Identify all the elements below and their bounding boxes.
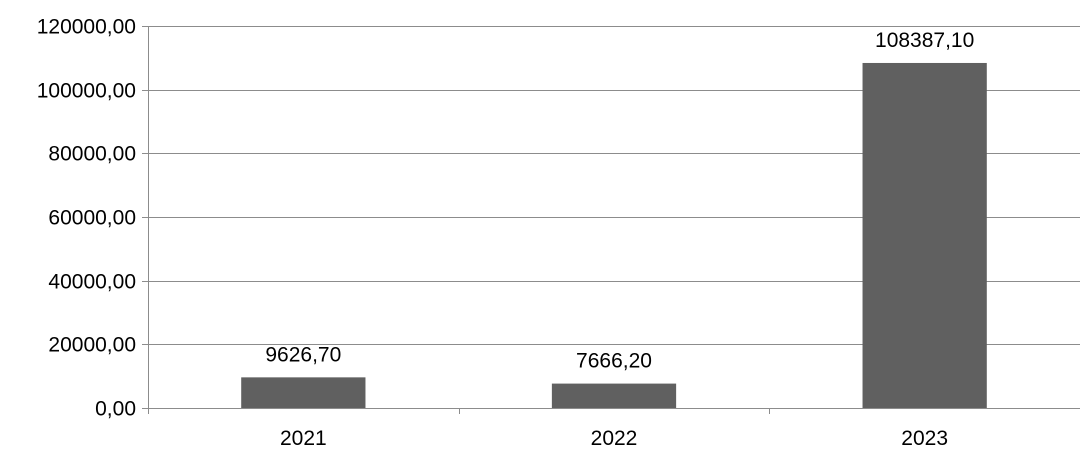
axes xyxy=(142,26,1080,414)
bar-2022 xyxy=(551,383,677,408)
data-label-2021: 9626,70 xyxy=(265,343,341,366)
data-label-2022: 7666,20 xyxy=(576,350,652,373)
y-tick-label: 100000,00 xyxy=(37,80,136,103)
x-tick-label: 2021 xyxy=(280,427,327,450)
y-tick-label: 60000,00 xyxy=(48,207,136,230)
y-tick-label: 0,00 xyxy=(95,398,136,421)
y-tick-label: 40000,00 xyxy=(48,271,136,294)
bars xyxy=(241,62,987,408)
x-tick-label: 2023 xyxy=(901,427,948,450)
x-tick-label: 2022 xyxy=(591,427,638,450)
y-tick-label: 20000,00 xyxy=(48,334,136,357)
bar-2021 xyxy=(241,377,366,408)
labels: 0,00 20000,00 40000,00 60000,00 80000,00 1000… xyxy=(37,16,975,451)
bar-2023 xyxy=(862,62,987,408)
y-tick-label: 120000,00 xyxy=(37,16,136,39)
data-label-2023: 108387,10 xyxy=(875,29,974,52)
y-tick-label: 80000,00 xyxy=(48,143,136,166)
